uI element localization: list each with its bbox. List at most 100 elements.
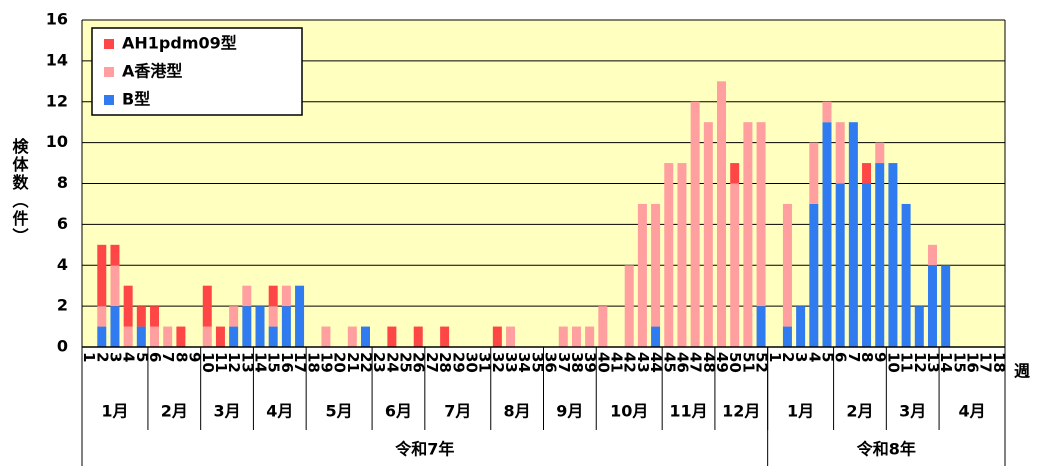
bar-segment <box>281 285 291 307</box>
bar-segment <box>268 326 278 347</box>
y-tick-label: 10 <box>46 132 68 151</box>
x-tick-label: 10 <box>199 352 217 373</box>
x-tick-label: 20 <box>331 352 349 373</box>
legend-swatch <box>104 95 114 105</box>
month-label: 3月 <box>213 402 240 421</box>
bar-segment <box>651 326 661 347</box>
x-tick-label: 18 <box>304 352 322 373</box>
x-tick-label: 19 <box>317 352 335 373</box>
bar-segment <box>941 265 951 347</box>
month-label: 5月 <box>326 402 353 421</box>
x-tick-label: 16 <box>278 352 296 373</box>
bar-segment <box>756 306 766 347</box>
bar-segment <box>796 306 806 347</box>
bar-segment <box>585 326 595 347</box>
month-label: 6月 <box>385 402 412 421</box>
x-tick-label: 3 <box>792 352 810 362</box>
bar-segment <box>571 326 581 347</box>
bar-segment <box>281 306 291 347</box>
x-tick-label: 17 <box>291 352 309 373</box>
x-tick-label: 31 <box>476 352 494 373</box>
x-tick-label: 46 <box>673 352 691 373</box>
x-tick-label: 29 <box>449 352 467 373</box>
bar-segment <box>822 101 832 123</box>
x-tick-label: 48 <box>700 352 718 373</box>
legend-swatch <box>104 39 114 49</box>
x-tick-label: 44 <box>647 352 665 373</box>
x-tick-label: 1 <box>766 352 784 362</box>
month-label: 7月 <box>444 402 471 421</box>
bar-segment <box>150 306 160 327</box>
x-tick-label: 39 <box>581 352 599 373</box>
month-label: 4月 <box>958 402 985 421</box>
x-tick-label: 8 <box>172 352 190 362</box>
x-tick-label: 45 <box>660 352 678 373</box>
x-tick-label: 35 <box>528 352 546 373</box>
bar-segment <box>927 265 937 347</box>
bar-segment <box>110 244 120 266</box>
bar-segment <box>558 326 568 347</box>
x-tick-label: 51 <box>739 352 757 373</box>
bar-segment <box>321 326 331 347</box>
month-label: 11月 <box>669 402 707 421</box>
bar-segment <box>150 326 160 347</box>
x-tick-label: 38 <box>568 352 586 373</box>
legend-swatch <box>104 67 114 77</box>
month-label: 12月 <box>722 402 760 421</box>
bar-segment <box>822 122 832 347</box>
bar-segment <box>97 306 107 327</box>
x-tick-label: 3 <box>106 352 124 362</box>
bar-segment <box>862 163 872 184</box>
y-tick-label: 12 <box>46 91 68 110</box>
bar-segment <box>268 285 278 307</box>
x-tick-label: 6 <box>146 352 164 362</box>
x-tick-label: 5 <box>133 352 151 362</box>
bar-segment <box>862 183 872 347</box>
bar-segment <box>176 326 186 347</box>
bar-segment <box>782 326 792 347</box>
x-tick-label: 21 <box>344 352 362 373</box>
month-label: 3月 <box>899 402 926 421</box>
x-tick-label: 14 <box>252 352 270 373</box>
bar-segment <box>295 285 305 347</box>
x-tick-label: 23 <box>370 352 388 373</box>
x-unit-label: 週 <box>1014 362 1030 381</box>
x-tick-label: 18 <box>990 352 1008 373</box>
y-tick-label: 6 <box>57 214 68 233</box>
month-label: 10月 <box>610 402 648 421</box>
bar-segment <box>229 326 239 347</box>
month-label: 1月 <box>787 402 814 421</box>
bar-segment <box>242 306 252 347</box>
x-tick-label: 36 <box>542 352 560 373</box>
bar-segment <box>730 163 740 184</box>
x-tick-label: 24 <box>383 352 401 373</box>
x-tick-label: 52 <box>753 352 771 373</box>
x-tick-label: 16 <box>964 352 982 373</box>
x-tick-label: 22 <box>357 352 375 373</box>
x-tick-label: 11 <box>898 352 916 373</box>
bar-segment <box>360 326 370 347</box>
x-tick-label: 25 <box>397 352 415 373</box>
x-tick-label: 27 <box>423 352 441 373</box>
bar-segment <box>888 163 898 347</box>
x-tick-label: 2 <box>779 352 797 362</box>
bar-segment <box>730 183 740 347</box>
x-tick-label: 43 <box>634 352 652 373</box>
bar-segment <box>637 203 647 347</box>
bar-segment <box>835 183 845 347</box>
x-tick-label: 37 <box>555 352 573 373</box>
bar-segment <box>202 285 212 327</box>
bar-segment <box>136 326 146 347</box>
bar-segment <box>914 306 924 347</box>
x-tick-label: 9 <box>186 352 204 362</box>
year-label: 令和7年 <box>394 440 454 459</box>
bar-segment <box>809 203 819 347</box>
bar-segment <box>255 306 265 347</box>
x-tick-label: 7 <box>845 352 863 362</box>
x-tick-label: 10 <box>884 352 902 373</box>
y-tick-label: 2 <box>57 296 68 315</box>
bar-segment <box>492 326 502 347</box>
bar-segment <box>782 203 792 327</box>
bar-segment <box>690 101 700 347</box>
